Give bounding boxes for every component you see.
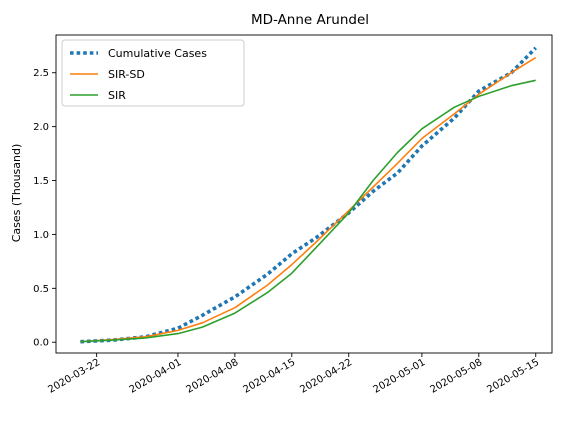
legend-label-sir: SIR xyxy=(108,89,126,102)
legend-label-cumulative-cases: Cumulative Cases xyxy=(108,47,207,60)
y-tick-label: 0.0 xyxy=(33,338,49,349)
y-axis-title: Cases (Thousand) xyxy=(10,144,23,243)
series-line-cumulative-cases xyxy=(80,46,537,344)
y-tick-label: 2.5 xyxy=(33,68,49,79)
chart-title: MD-Anne Arundel xyxy=(251,12,369,28)
legend: Cumulative Cases SIR-SD SIR xyxy=(61,39,245,107)
axes-frame xyxy=(55,34,553,354)
y-tick-label: 2.0 xyxy=(33,122,49,133)
y-tick-label: 1.0 xyxy=(33,230,49,241)
series-line-sir-sd xyxy=(80,56,537,343)
legend-box xyxy=(61,39,245,107)
legend-label-sir-sd: SIR-SD xyxy=(108,68,145,81)
plot-area xyxy=(80,46,537,344)
series-line-sir xyxy=(80,79,536,343)
y-tick-label: 0.5 xyxy=(33,284,49,295)
y-tick-label: 1.5 xyxy=(33,176,49,187)
